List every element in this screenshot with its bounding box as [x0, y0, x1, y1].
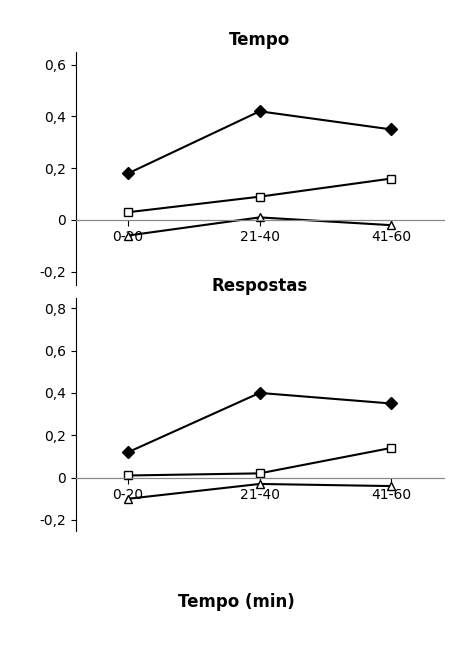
Text: Tempo (min): Tempo (min)	[177, 593, 295, 611]
Title: Tempo: Tempo	[229, 31, 290, 49]
Title: Respostas: Respostas	[211, 277, 308, 294]
